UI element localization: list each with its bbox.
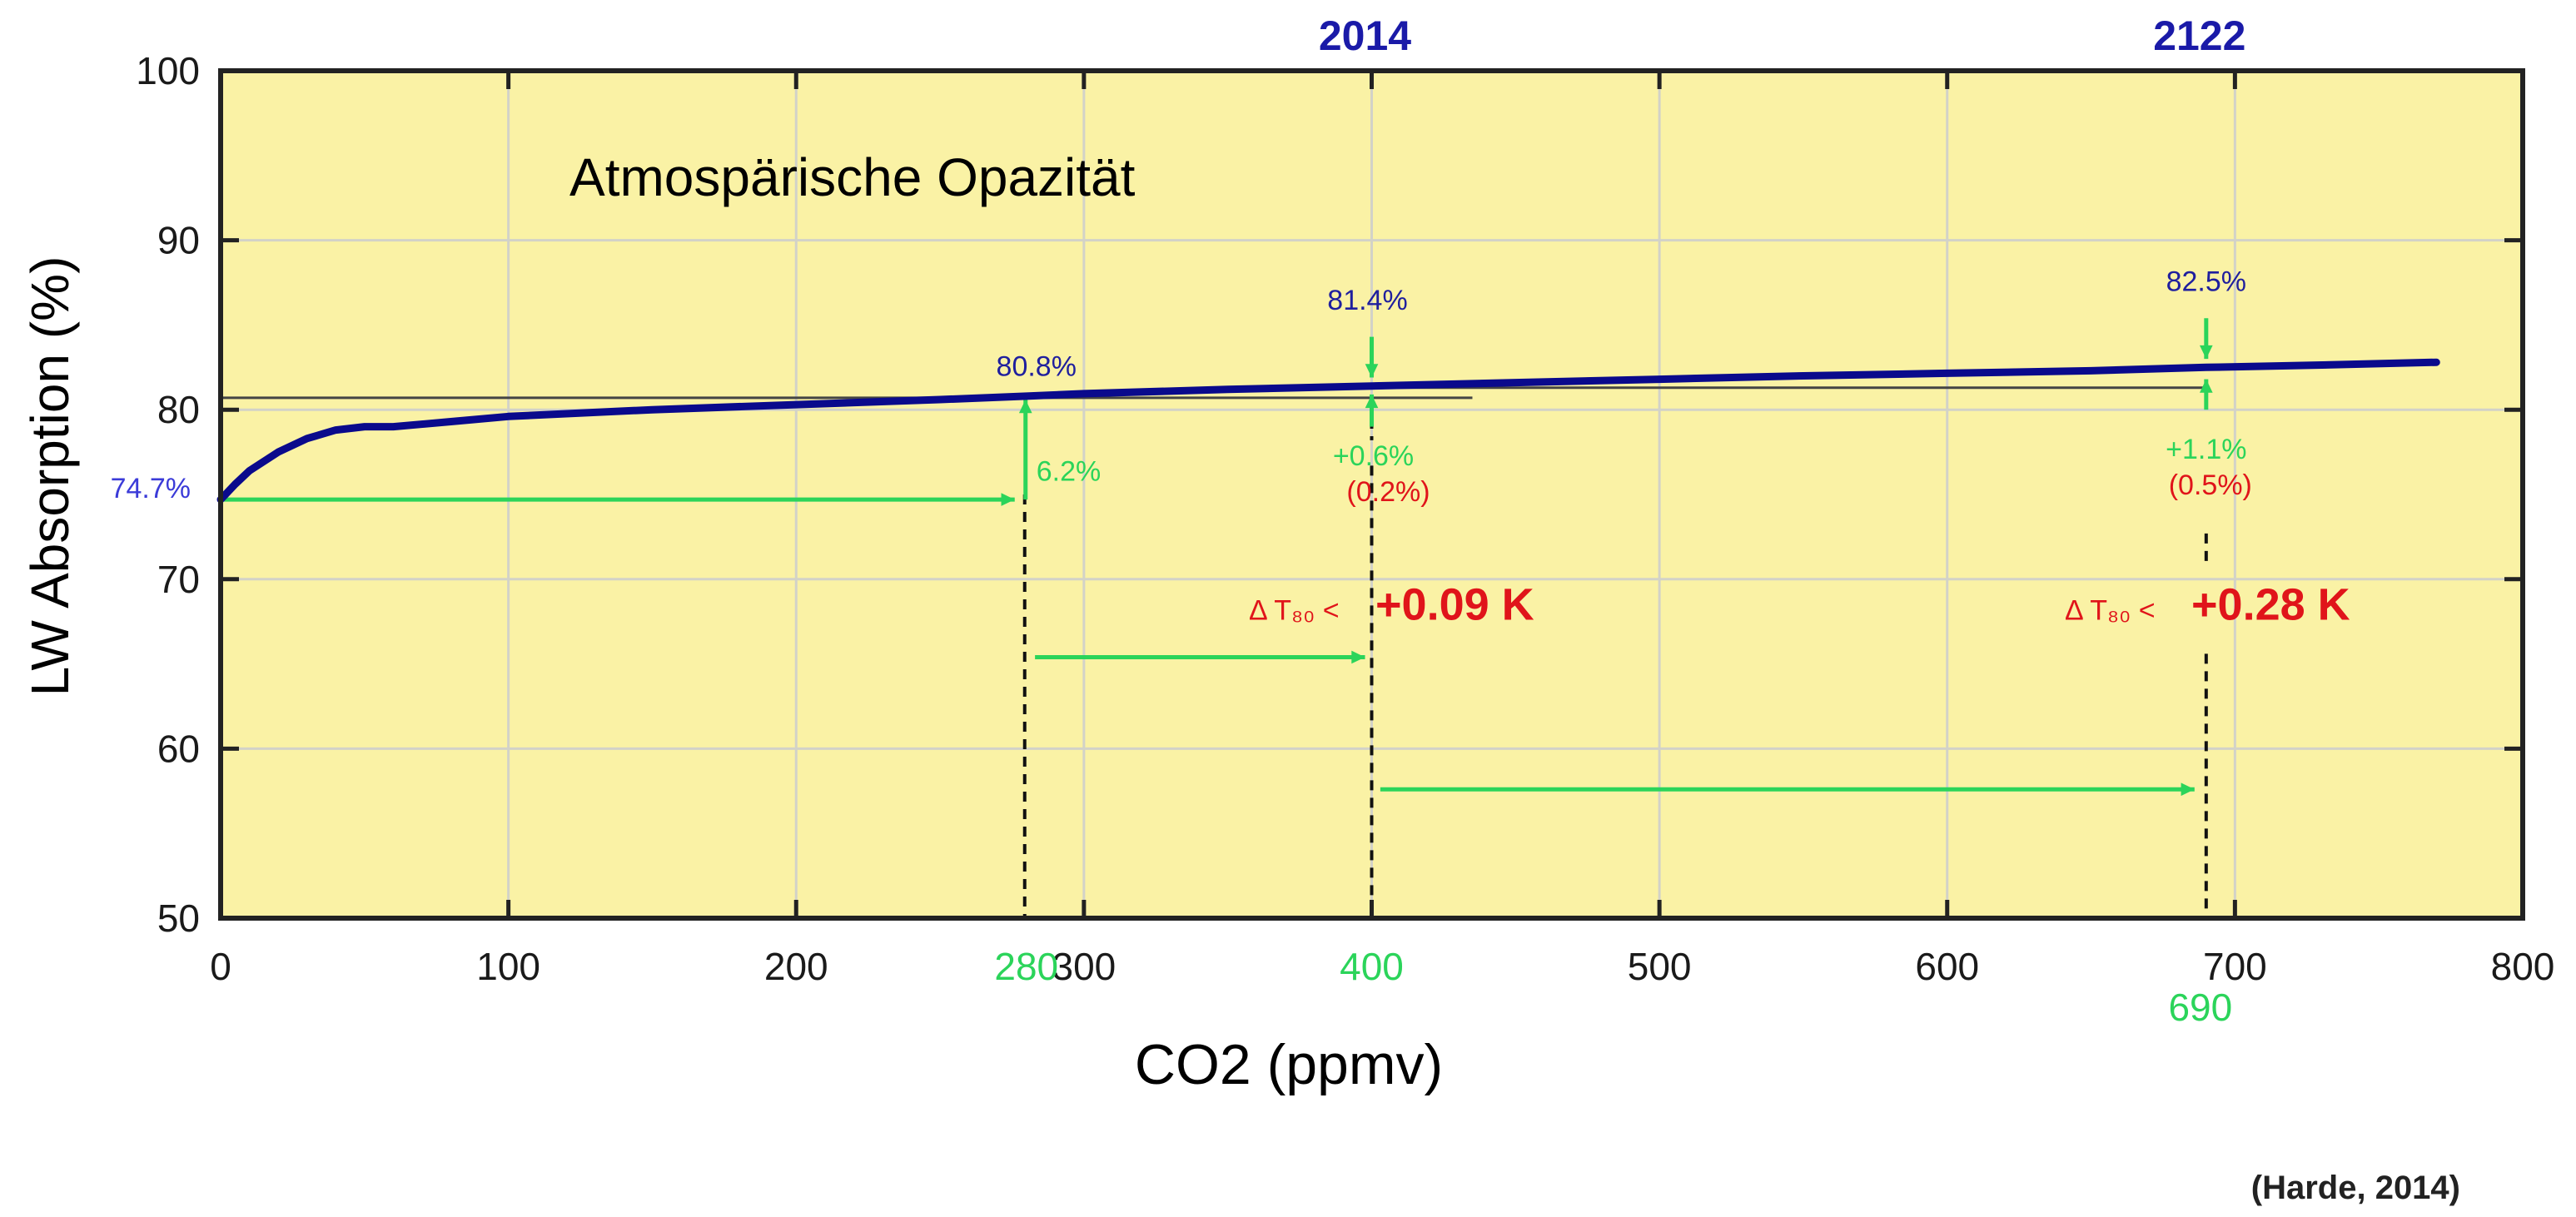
x-tick-label: 800 xyxy=(2491,945,2555,988)
chart-title: Atmospärische Opazität xyxy=(569,147,1136,207)
y-tick-label: 90 xyxy=(157,219,200,262)
x-tick-label: 700 xyxy=(2203,945,2267,988)
label-690-delta-t-value: +0.28 K xyxy=(2191,579,2350,629)
source-citation: (Harde, 2014) xyxy=(2251,1170,2460,1206)
x-tick-label-highlight: 280 xyxy=(994,945,1058,988)
arrow-280-to-400-head xyxy=(1351,650,1365,664)
arrow-horizontal-start-head xyxy=(1001,493,1015,506)
label-400-rise: +0.6% xyxy=(1333,440,1414,472)
y-tick-label: 80 xyxy=(157,388,200,431)
label-690-delta-t-prefix: Δ T₈₀ < xyxy=(2065,594,2156,626)
label-400-rise-sub: (0.2%) xyxy=(1346,476,1430,508)
y-tick-label: 70 xyxy=(157,558,200,601)
year-marker: 2014 xyxy=(1319,12,1411,59)
label-400-delta-t-value: +0.09 K xyxy=(1375,579,1534,629)
reference-lines xyxy=(221,386,2206,400)
x-axis-title: CO2 (ppmv) xyxy=(1135,1033,1443,1096)
label-400-value: 81.4% xyxy=(1327,285,1407,316)
x-tick-label-highlight: 690 xyxy=(2168,986,2232,1029)
label-690-rise-sub: (0.5%) xyxy=(2169,469,2252,501)
y-tick-label: 100 xyxy=(136,49,200,92)
x-tick-label: 300 xyxy=(1052,945,1116,988)
label-400-delta-t-prefix: Δ T₈₀ < xyxy=(1249,594,1340,626)
x-tick-label: 600 xyxy=(1915,945,1979,988)
label-690-value: 82.5% xyxy=(2166,266,2246,297)
x-tick-label: 200 xyxy=(764,945,828,988)
label-690-rise: +1.1% xyxy=(2166,434,2246,465)
arrow-down-400-head xyxy=(1365,364,1379,378)
arrow-down-690-head xyxy=(2199,345,2213,360)
y-axis-title: LW Absorption (%) xyxy=(20,256,80,697)
x-tick-label: 100 xyxy=(476,945,540,988)
label-280-rise: 6.2% xyxy=(1037,455,1102,487)
arrow-rise-280-head xyxy=(1018,399,1032,414)
x-tick-label-highlight: 400 xyxy=(1340,945,1404,988)
label-280-value: 80.8% xyxy=(997,350,1077,382)
ticks: 0 100 200 300 500 600 700 800 50 60 70 80 90 100 280 40… xyxy=(136,12,2554,1029)
series xyxy=(216,358,2440,504)
annotations: 74.7% 80.8% 6.2% 81.4% +0.6% (0.2%) 82.5% +1.1%… xyxy=(111,266,2350,629)
arrow-up-400-head xyxy=(1365,394,1379,409)
y-tick-label: 50 xyxy=(157,897,200,940)
x-tick-label: 0 xyxy=(210,945,231,988)
arrow-up-690-head xyxy=(2199,379,2213,393)
absorption-line xyxy=(216,358,2440,504)
x-tick-label: 500 xyxy=(1628,945,1692,988)
arrow-400-to-690-head xyxy=(2181,782,2195,797)
year-marker: 2122 xyxy=(2153,12,2245,59)
guides xyxy=(224,318,2213,918)
y-tick-label: 60 xyxy=(157,727,200,770)
label-start-value: 74.7% xyxy=(111,473,191,504)
